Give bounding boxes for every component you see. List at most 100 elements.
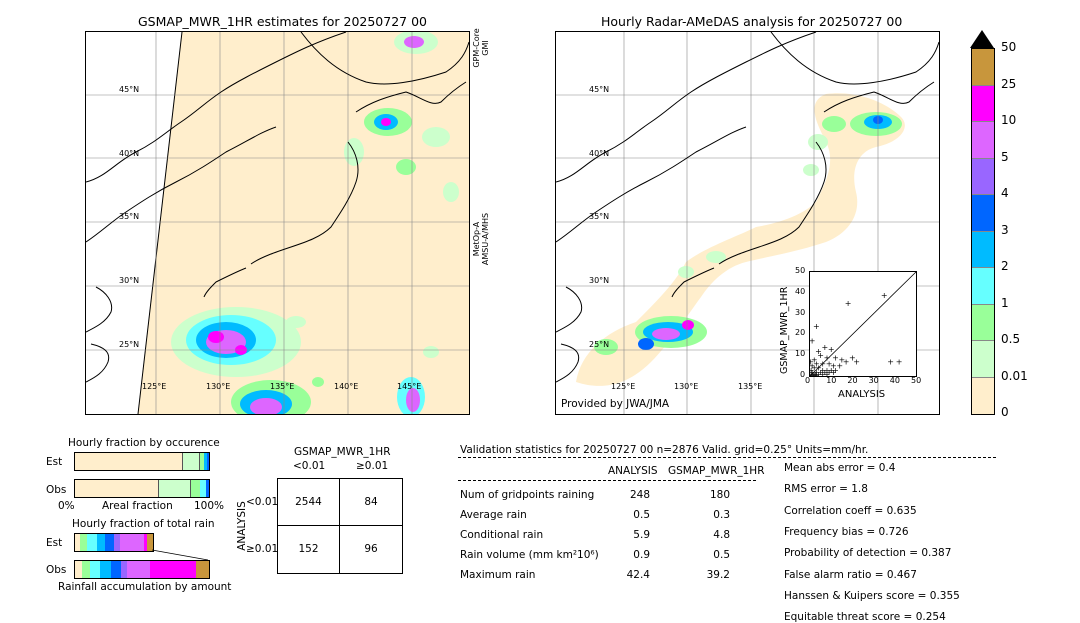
validation-score: Hanssen & Kuipers score = 0.355 [784, 589, 960, 602]
contingency-row-0: <0.01 [246, 496, 279, 508]
scatter-xtick: 0 [805, 376, 811, 385]
scatter-ylabel: GSMAP_MWR_1HR [779, 286, 790, 374]
validation-row-gsmap: 39.2 [706, 569, 730, 581]
total-rain-obs-bar [74, 560, 210, 579]
colorbar-label: 2 [1001, 259, 1009, 273]
occurrence-obs-bar [74, 479, 210, 498]
lon-label-130: 130°E [674, 382, 699, 391]
total-rain-est-label: Est [46, 537, 63, 549]
colorbar-label: 5 [1001, 149, 1009, 164]
scatter-point: + [815, 347, 822, 356]
scatter-xlabel: ANALYSIS [838, 389, 886, 400]
scatter-point: + [832, 353, 839, 362]
scatter-point: + [832, 366, 839, 375]
validation-score: RMS error = 1.8 [784, 483, 868, 496]
scatter-point: + [828, 345, 835, 354]
colorbar-cell [972, 377, 994, 414]
occurrence-axis-0: 0% [58, 500, 75, 512]
colorbar-extend-arrow [970, 30, 994, 48]
scatter-point: + [819, 366, 826, 375]
lon-label-145: 145°E [397, 382, 422, 391]
colorbar-label: 0 [1001, 405, 1009, 419]
scatter-points: ++++++++++++++++++++++++++++++++++++++++… [807, 291, 903, 380]
total-rain-connector [151, 549, 209, 561]
colorbar-cell [972, 122, 994, 159]
validation-row-gsmap: 180 [709, 489, 730, 501]
scatter-point: + [828, 366, 835, 375]
validation-score: False alarm ratio = 0.467 [784, 568, 917, 581]
scatter-point: + [812, 370, 819, 376]
occurrence-axis-mid: Areal fraction [102, 500, 173, 512]
colorbar-label: 1 [1001, 295, 1009, 310]
scatter-canvas: ++++++++++++++++++++++++++++++++++++++++… [807, 271, 917, 380]
scatter-point: + [813, 371, 820, 376]
colorbar-cell [972, 158, 994, 195]
colorbar-cell [972, 195, 994, 232]
scatter-point: + [811, 371, 818, 376]
lat-label-45: 45°N [119, 85, 140, 94]
validation-score: Correlation coeff = 0.635 [784, 504, 917, 517]
lon-label-135: 135°E [270, 382, 295, 391]
validation-score: Equitable threat score = 0.254 [784, 611, 946, 623]
validation-score: Probability of detection = 0.387 [784, 547, 952, 560]
scatter-plot: ++++++++++++++++++++++++++++++++++++++++… [807, 271, 917, 380]
left-map-canvas [86, 32, 469, 414]
scatter-ytick: 40 [795, 286, 806, 296]
lon-label-125: 125°E [142, 382, 167, 391]
validation-row-label: Average rain [460, 509, 527, 521]
scatter-point: + [810, 357, 814, 366]
coastline [86, 32, 469, 383]
scatter-ytick: 0 [800, 370, 806, 379]
colorbar-cell [972, 49, 994, 86]
contingency-cell-1-1: 96 [364, 543, 378, 555]
scatter-point: + [810, 362, 815, 371]
lat-label-30: 30°N [589, 276, 610, 285]
scatter-point: + [836, 362, 843, 371]
scatter-point: + [811, 364, 818, 373]
scatter-ytick: 20 [795, 328, 806, 338]
lon-label-130: 130°E [206, 382, 231, 391]
scatter-point: + [819, 360, 826, 369]
scatter-xtick: 30 [868, 376, 879, 385]
left-map[interactable]: 45°N 40°N 35°N 30°N 25°N 125°E 130°E 135… [85, 31, 470, 415]
scatter-point: + [810, 371, 815, 376]
swath-label-top: GPM-Core GMI [472, 28, 490, 68]
right-map[interactable]: 45°N 40°N 35°N 30°N 25°N 125°E 130°E 135… [555, 31, 940, 415]
contingency-row-1: ≥0.01 [246, 543, 279, 555]
scatter-point: + [845, 299, 852, 308]
lat-label-45: 45°N [589, 85, 610, 94]
scatter-point: + [821, 343, 828, 352]
validation-row-analysis: 0.9 [633, 549, 650, 561]
validation-col-divider [458, 480, 756, 481]
contingency-cell-1-0: 152 [298, 543, 319, 555]
rain-blobs [171, 32, 459, 414]
left-map-title: GSMAP_MWR_1HR estimates for 20250727 00 [138, 14, 427, 29]
rain-blobs [594, 112, 902, 355]
contingency-col-0: <0.01 [293, 460, 326, 472]
colorbar-label: 3 [1001, 222, 1009, 237]
contingency-table: 2544 84 152 96 [277, 478, 403, 574]
lat-label-30: 30°N [119, 276, 140, 285]
validation-row-gsmap: 0.5 [713, 549, 730, 561]
scatter-point: + [817, 368, 824, 376]
validation-header: Validation statistics for 20250727 00 n=… [460, 444, 869, 456]
scatter-xtick: 50 [911, 376, 922, 385]
scatter-point: + [815, 364, 822, 373]
scatter-point: + [896, 357, 903, 366]
lon-label-140: 140°E [334, 382, 359, 391]
validation-score: Mean abs error = 0.4 [784, 462, 896, 474]
scatter-xtick: 40 [889, 376, 900, 385]
lon-label-135: 135°E [738, 382, 763, 391]
scatter-point: + [824, 366, 831, 375]
occurrence-est-label: Est [46, 456, 63, 468]
scatter-point: + [813, 368, 820, 376]
map-grid [86, 32, 469, 414]
total-rain-est-bar [74, 533, 154, 552]
lat-label-35: 35°N [119, 212, 140, 221]
validation-divider [458, 457, 996, 458]
right-map-title: Hourly Radar-AMeDAS analysis for 2025072… [601, 14, 903, 29]
scatter-point: + [826, 368, 833, 376]
colorbar-cell [972, 231, 994, 268]
lat-label-35: 35°N [589, 212, 610, 221]
validation-row-label: Rain volume (mm km²10⁶) [460, 549, 599, 561]
